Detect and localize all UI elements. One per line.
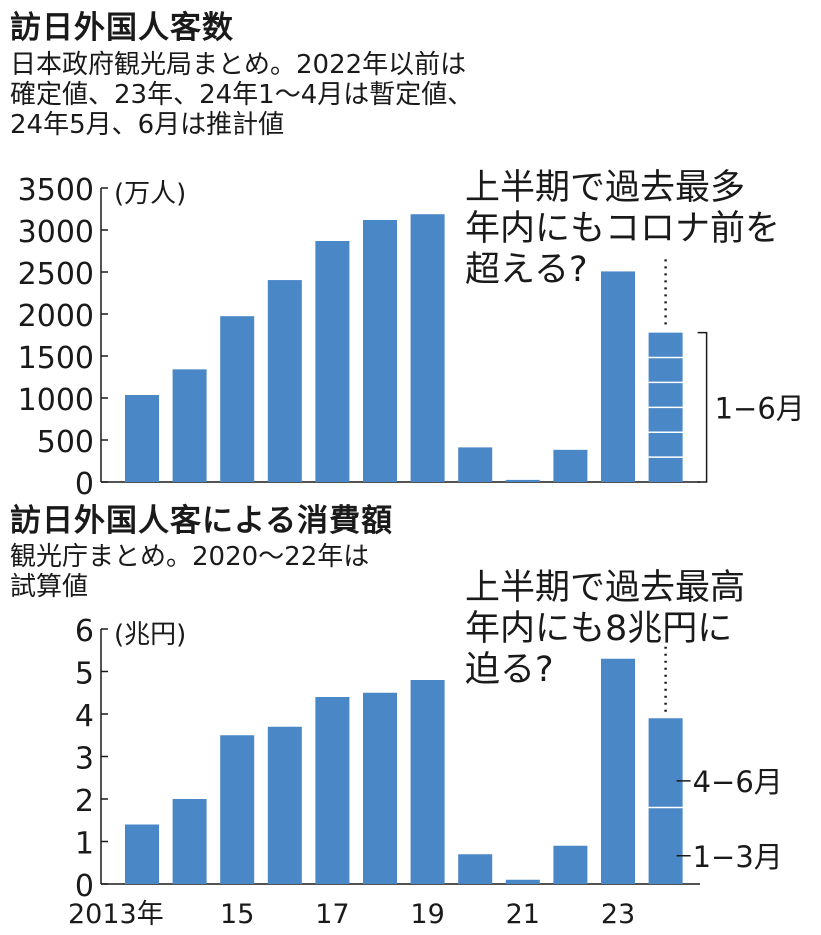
chart1-bar xyxy=(267,280,302,482)
chart2-bar xyxy=(505,879,540,884)
chart2-bar xyxy=(315,697,350,884)
chart1-bar xyxy=(363,220,397,482)
chart2-x-tick-label: 23 xyxy=(601,899,635,930)
chart2-x-tick-label: 19 xyxy=(410,899,444,930)
chart2-bar xyxy=(267,726,302,884)
chart1-title: 訪日外国人客数 xyxy=(10,10,234,46)
chart1-source-line: 日本政府観光局まとめ。2022年以前は xyxy=(10,50,467,80)
chart1-bar xyxy=(410,214,445,482)
chart2-x-tick-label: 17 xyxy=(315,899,349,930)
chart2-y-tick-label: 6 xyxy=(75,614,94,649)
chart1-unit-label: (万人) xyxy=(114,179,186,209)
chart2-segment-label: 4−6月 xyxy=(693,765,783,799)
chart2-bar xyxy=(125,824,159,884)
chart1-y-tick-label: 2500 xyxy=(18,257,94,292)
chart1-bar xyxy=(315,241,350,482)
chart2-unit-label: (兆円) xyxy=(114,620,186,650)
chart1-visitors-bar-chart: 3500 3000 2500 2000 1500 1000 500 0 (万人) 1−6月 xyxy=(18,173,805,502)
chart1-bar xyxy=(505,479,540,482)
chart1-source-line: 確定値、23年、24年1～4月は暫定値、 xyxy=(10,80,474,110)
chart1-y-tick-label: 3000 xyxy=(18,215,94,250)
chart1-bracket-label: 1−6月 xyxy=(715,391,805,425)
chart2-y-tick-label: 4 xyxy=(75,699,94,734)
chart2-x-tick-label: 15 xyxy=(220,899,254,930)
chart2-segment-label: 1−3月 xyxy=(693,840,783,874)
chart1-bracket xyxy=(697,331,708,483)
chart1-source-note: 日本政府観光局まとめ。2022年以前は 確定値、23年、24年1～4月は暫定値、… xyxy=(10,50,473,140)
chart2-annotation-line: 迫る? xyxy=(465,650,554,690)
chart2-bar xyxy=(220,735,255,884)
chart2-bar xyxy=(172,799,207,884)
chart2-bar xyxy=(363,692,397,884)
chart1-y-tick-label: 1000 xyxy=(18,383,94,418)
chart2-x-tick-label: 21 xyxy=(506,899,540,930)
chart1-y-tick-label: 1500 xyxy=(18,341,94,376)
chart1-bar xyxy=(220,316,255,482)
chart1-y-tick-label: 2000 xyxy=(18,299,94,334)
chart2-title: 訪日外国人客による消費額 xyxy=(10,503,394,539)
chart2-bar xyxy=(553,845,588,884)
chart2-bar xyxy=(410,680,445,884)
chart2-y-tick-label: 2 xyxy=(75,784,94,819)
chart2-source-note: 観光庁まとめ。2020～22年は 試算値 xyxy=(10,542,369,602)
chart2-source-line: 試算値 xyxy=(10,572,89,602)
chart1-annotation-line: 年内にもコロナ前を xyxy=(465,209,781,249)
chart2-annotation-line: 年内にも8兆円に xyxy=(465,609,733,649)
chart1-bar xyxy=(553,449,588,482)
chart1-y-tick-label: 3500 xyxy=(18,173,94,208)
chart2-bar xyxy=(648,718,683,884)
chart2-y-tick-label: 1 xyxy=(75,827,94,862)
chart1-annotation-line: 超える? xyxy=(465,250,588,290)
chart2-annotation-line: 上半期で過去最高 xyxy=(465,568,746,608)
chart1-y-tick-label: 500 xyxy=(37,425,94,460)
chart1-annotation: 上半期で過去最多 年内にもコロナ前を 超える? xyxy=(465,168,780,291)
chart1-bar xyxy=(172,369,207,482)
chart2-annotation: 上半期で過去最高 年内にも8兆円に 迫る? xyxy=(465,568,745,691)
chart1-bar xyxy=(458,447,493,482)
chart2-x-tick-label: 2013年 xyxy=(68,899,164,930)
chart2-y-tick-label: 0 xyxy=(75,869,94,904)
chart1-annotation-line: 上半期で過去最多 xyxy=(465,168,746,208)
chart1-bar xyxy=(601,271,635,482)
chart1-source-line: 24年5月、6月は推計値 xyxy=(10,110,285,140)
chart2-y-tick-label: 5 xyxy=(75,657,94,692)
chart2-bar xyxy=(601,658,635,884)
chart1-y-tick-label: 0 xyxy=(75,467,94,502)
chart2-y-tick-label: 3 xyxy=(75,742,94,777)
chart2-source-line: 観光庁まとめ。2020～22年は xyxy=(10,542,370,572)
chart1-bar xyxy=(125,394,159,482)
chart2-bar xyxy=(458,854,493,884)
